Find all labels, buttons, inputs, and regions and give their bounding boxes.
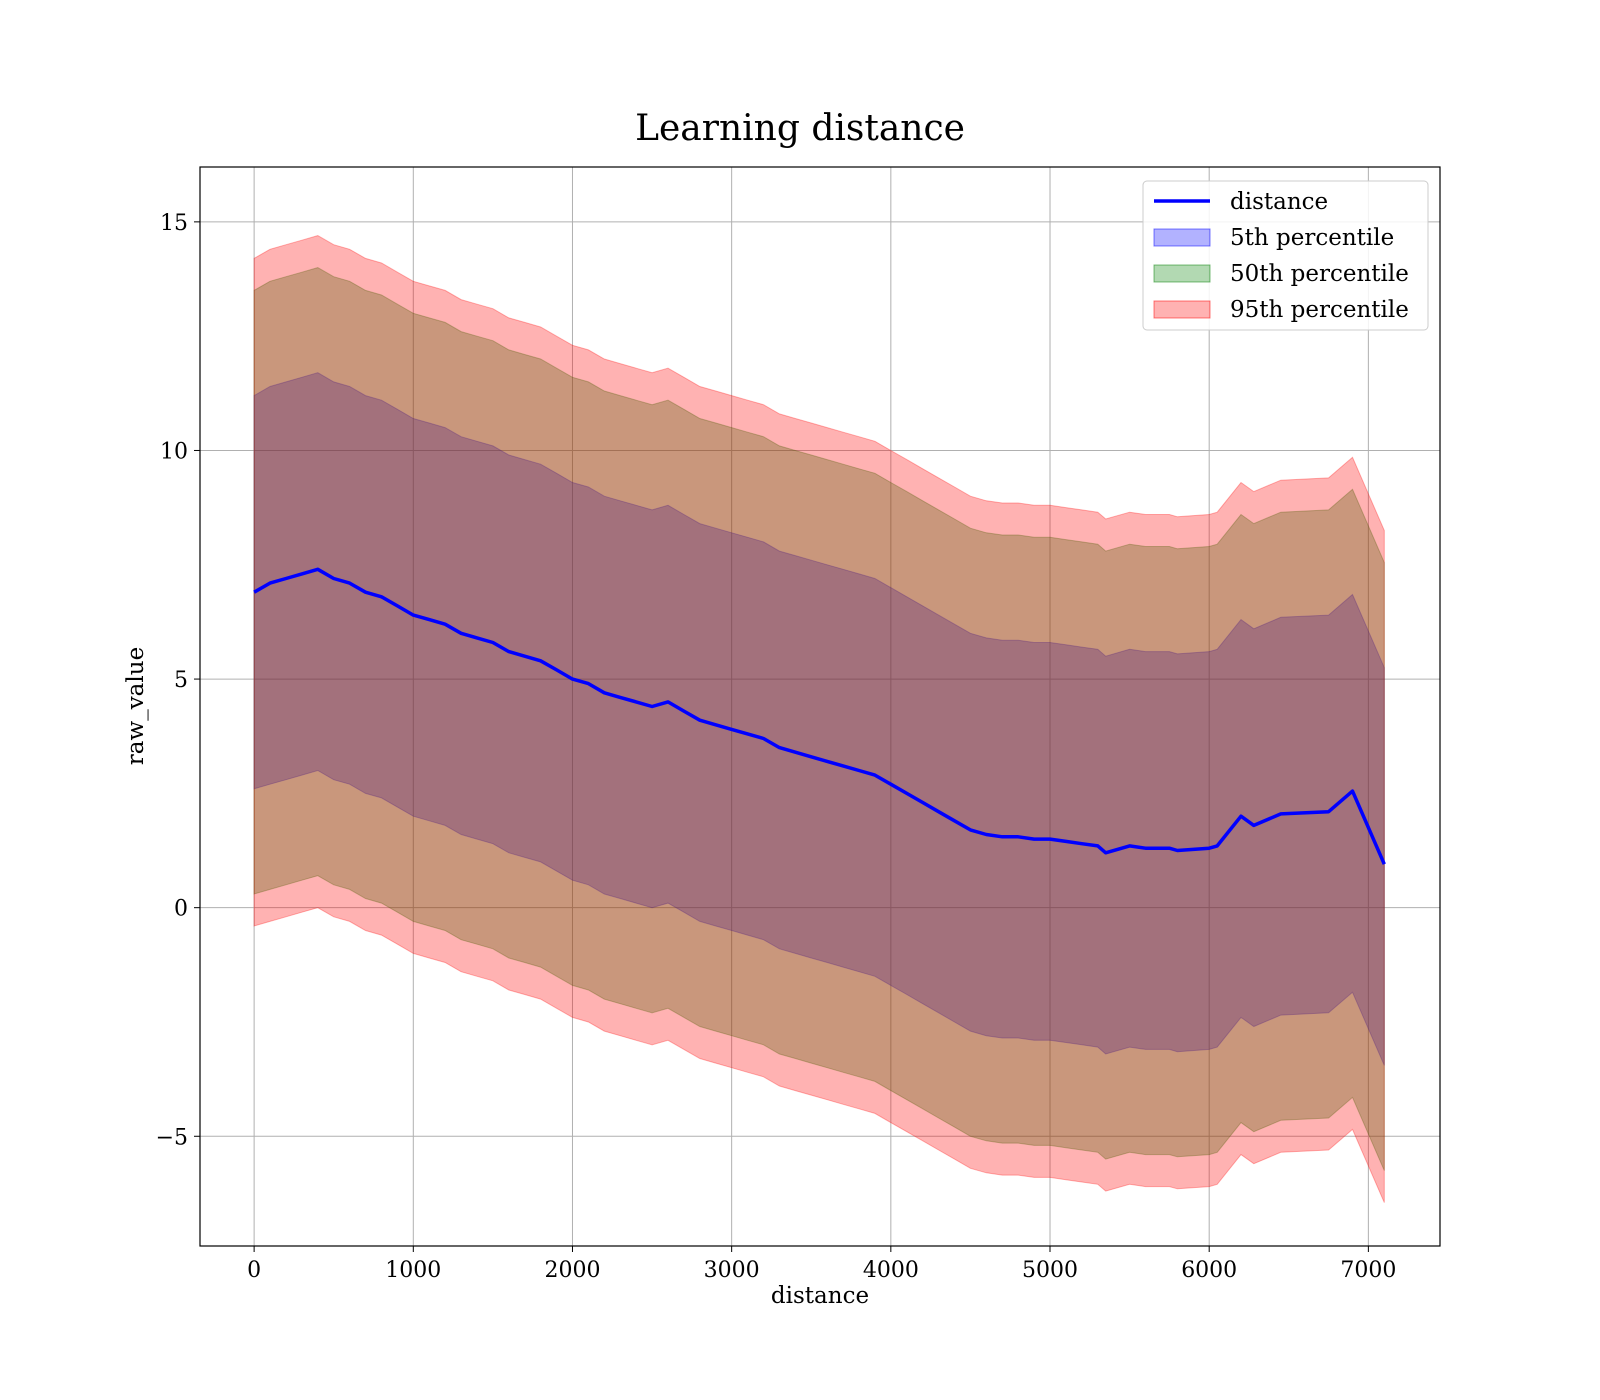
y-tick-label: 0	[174, 897, 188, 922]
x-tick-label: 0	[247, 1258, 261, 1283]
5th-percentile-band	[253, 372, 1385, 1066]
plot-frame	[199, 166, 1441, 1247]
percentile-bands	[253, 235, 1385, 1203]
legend-box	[1142, 180, 1429, 331]
chart-title: Learning distance	[635, 108, 965, 149]
y-axis-label: raw_value	[123, 647, 149, 765]
legend-label-distance: distance	[1230, 189, 1328, 215]
legend-swatch-95th-percentile	[1153, 300, 1211, 319]
x-tick-label: 4000	[863, 1258, 919, 1283]
x-tick-label: 5000	[1022, 1258, 1078, 1283]
x-tick-label: 3000	[704, 1258, 760, 1283]
x-tick-label: 1000	[385, 1258, 441, 1283]
legend: distance 5th percentile 50th percentile 95t…	[1142, 180, 1429, 331]
y-tick-label: 15	[160, 211, 188, 236]
legend-swatch-50th-percentile	[1153, 264, 1211, 283]
y-tick-label: −5	[156, 1125, 188, 1150]
y-tick-label: 10	[160, 439, 188, 464]
legend-label-5th-percentile: 5th percentile	[1230, 225, 1394, 251]
x-axis-ticks: 0 1000 2000 3000 4000 5000 6000 7000	[247, 1246, 1396, 1283]
x-tick-label: 7000	[1340, 1258, 1396, 1283]
50th-percentile-band	[253, 267, 1385, 1171]
y-tick-label: 5	[174, 668, 188, 693]
y-axis-ticks: −5 0 5 10 15	[156, 211, 200, 1150]
distance-line	[253, 567, 1386, 865]
95th-percentile-band	[253, 235, 1385, 1203]
legend-swatch-5th-percentile	[1153, 228, 1211, 247]
x-tick-label: 6000	[1181, 1258, 1237, 1283]
x-tick-label: 2000	[544, 1258, 600, 1283]
x-axis-label: distance	[771, 1283, 869, 1309]
legend-label-50th-percentile: 50th percentile	[1230, 261, 1409, 287]
series-lines	[253, 567, 1386, 865]
legend-label-95th-percentile: 95th percentile	[1230, 297, 1409, 323]
